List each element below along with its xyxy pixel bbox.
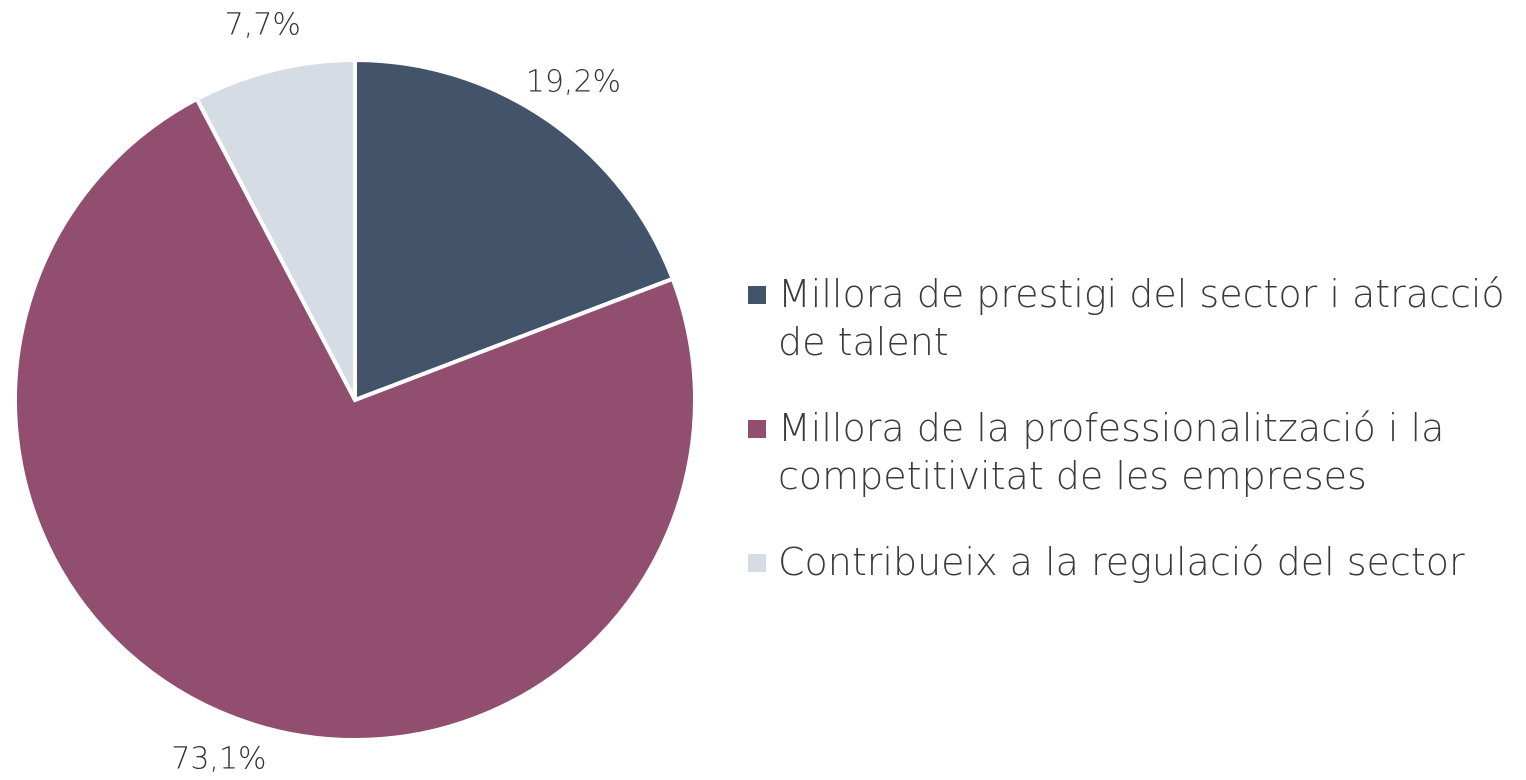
pie-slice — [353, 57, 676, 403]
legend-label: Contribueix a la regulació del sector — [778, 540, 1465, 584]
legend: Millora de prestigi del sector i atracci… — [748, 270, 1518, 624]
legend-item: Millora de la professionalització i la c… — [748, 404, 1518, 500]
data-label: 7,7% — [225, 8, 301, 43]
pie-slice — [194, 57, 357, 401]
legend-label: Millora de la professionalització i la c… — [778, 406, 1445, 498]
data-label: 19,2% — [526, 64, 621, 99]
legend-label: Millora de prestigi del sector i atracci… — [778, 272, 1505, 364]
data-label: 73,1% — [171, 742, 266, 777]
chart: 19,2% 73,1% 7,7% — [13, 8, 697, 777]
legend-item: Contribueix a la regulació del sector — [748, 538, 1518, 586]
legend-swatch — [748, 554, 766, 572]
legend-item: Millora de prestigi del sector i atracci… — [748, 270, 1518, 366]
legend-swatch — [748, 286, 766, 304]
pie-slice — [13, 96, 697, 742]
legend-swatch — [748, 420, 766, 438]
